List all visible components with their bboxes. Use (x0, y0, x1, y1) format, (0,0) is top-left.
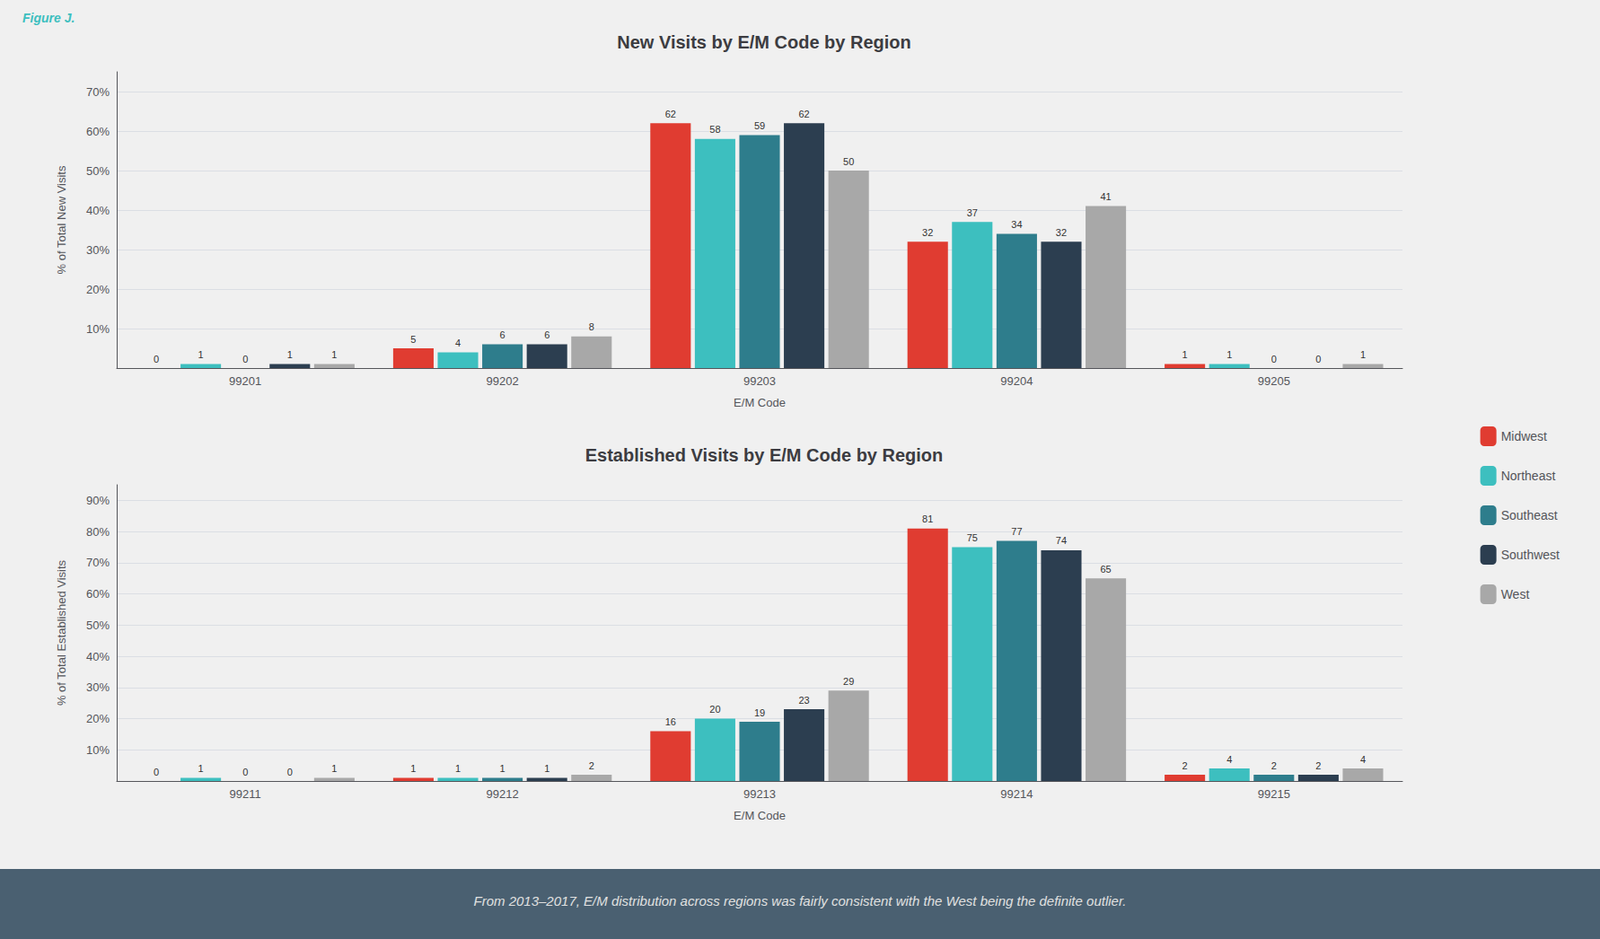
svg-text:99214: 99214 (1000, 787, 1033, 801)
svg-text:29: 29 (843, 676, 854, 687)
svg-text:6: 6 (500, 329, 506, 341)
svg-text:4: 4 (455, 337, 461, 349)
svg-text:2: 2 (1315, 760, 1321, 772)
svg-text:2: 2 (1271, 760, 1277, 772)
svg-text:70%: 70% (86, 85, 110, 99)
svg-text:1: 1 (287, 349, 293, 361)
svg-text:0: 0 (153, 766, 159, 778)
svg-text:1: 1 (198, 763, 204, 774)
svg-text:From 2013–2017, E/M distributi: From 2013–2017, E/M distribution across … (473, 893, 1126, 909)
svg-text:1: 1 (500, 763, 506, 774)
svg-text:% of Total Established Visits: % of Total Established Visits (54, 559, 69, 706)
svg-text:16: 16 (665, 716, 677, 728)
svg-text:Midwest: Midwest (1501, 429, 1548, 444)
svg-text:0: 0 (153, 353, 159, 365)
svg-text:1: 1 (331, 763, 337, 774)
svg-text:58: 58 (709, 123, 721, 135)
svg-text:6: 6 (544, 329, 550, 341)
svg-text:99215: 99215 (1257, 787, 1291, 801)
svg-text:59: 59 (754, 120, 765, 132)
svg-text:99201: 99201 (228, 374, 262, 388)
svg-text:0: 0 (242, 766, 248, 778)
svg-text:0: 0 (1315, 353, 1321, 365)
svg-text:99202: 99202 (486, 374, 519, 388)
svg-text:1: 1 (331, 349, 337, 361)
svg-text:Figure J.: Figure J. (22, 10, 75, 26)
svg-text:81: 81 (922, 513, 933, 525)
svg-text:1: 1 (1182, 349, 1188, 361)
svg-text:77: 77 (1010, 526, 1022, 537)
svg-text:99204: 99204 (1000, 374, 1033, 388)
svg-text:0: 0 (1271, 353, 1277, 365)
svg-text:1: 1 (1360, 349, 1366, 361)
svg-text:60%: 60% (86, 587, 110, 601)
svg-text:41: 41 (1099, 191, 1111, 203)
svg-text:E/M Code: E/M Code (733, 808, 786, 823)
svg-text:80%: 80% (86, 525, 110, 539)
svg-text:5: 5 (410, 334, 416, 345)
svg-text:50%: 50% (86, 618, 110, 633)
svg-text:8: 8 (589, 321, 595, 333)
svg-text:30%: 30% (86, 680, 110, 695)
svg-text:10%: 10% (86, 743, 110, 757)
svg-text:1: 1 (198, 349, 204, 361)
svg-text:20%: 20% (86, 282, 110, 297)
svg-text:2: 2 (1182, 760, 1188, 772)
svg-text:70%: 70% (86, 555, 110, 570)
svg-text:1: 1 (544, 763, 550, 774)
svg-text:74: 74 (1055, 535, 1067, 546)
svg-text:Southeast: Southeast (1501, 508, 1558, 523)
svg-text:50%: 50% (86, 164, 110, 178)
svg-text:37: 37 (967, 207, 978, 219)
svg-text:60%: 60% (86, 124, 110, 139)
svg-text:32: 32 (922, 227, 933, 238)
svg-text:West: West (1501, 587, 1530, 602)
svg-text:30%: 30% (86, 243, 110, 257)
svg-text:23: 23 (798, 694, 809, 706)
svg-text:75: 75 (967, 532, 978, 544)
svg-text:New Visits by E/M Code by Regi: New Visits by E/M Code by Region (616, 32, 911, 53)
svg-text:E/M Code: E/M Code (733, 395, 786, 410)
svg-text:0: 0 (242, 353, 248, 365)
svg-text:1: 1 (410, 763, 416, 774)
svg-text:99213: 99213 (743, 787, 776, 801)
svg-text:90%: 90% (86, 493, 110, 508)
svg-text:40%: 40% (86, 203, 110, 218)
svg-text:19: 19 (754, 707, 765, 719)
svg-text:Southwest: Southwest (1501, 547, 1560, 563)
svg-text:1: 1 (1226, 349, 1232, 361)
svg-text:50: 50 (843, 156, 854, 168)
svg-text:65: 65 (1099, 563, 1111, 575)
svg-text:99212: 99212 (486, 787, 519, 801)
svg-text:4: 4 (1226, 754, 1232, 765)
svg-text:4: 4 (1360, 754, 1366, 765)
svg-text:2: 2 (589, 760, 595, 772)
svg-text:20: 20 (709, 703, 721, 715)
svg-text:10%: 10% (86, 322, 110, 336)
svg-text:% of Total New Visits: % of Total New Visits (54, 165, 69, 274)
svg-text:32: 32 (1055, 227, 1067, 238)
svg-text:40%: 40% (86, 650, 110, 664)
svg-text:34: 34 (1010, 219, 1022, 230)
svg-text:Northeast: Northeast (1501, 468, 1557, 484)
svg-text:Established Visits by E/M Code: Established Visits by E/M Code by Region (585, 445, 944, 466)
svg-text:62: 62 (798, 108, 809, 120)
svg-text:99205: 99205 (1257, 374, 1291, 388)
svg-text:1: 1 (455, 763, 461, 774)
svg-text:62: 62 (665, 108, 677, 120)
svg-text:0: 0 (287, 766, 293, 778)
svg-text:99203: 99203 (743, 374, 776, 388)
svg-text:20%: 20% (86, 712, 110, 726)
svg-text:99211: 99211 (229, 787, 262, 801)
